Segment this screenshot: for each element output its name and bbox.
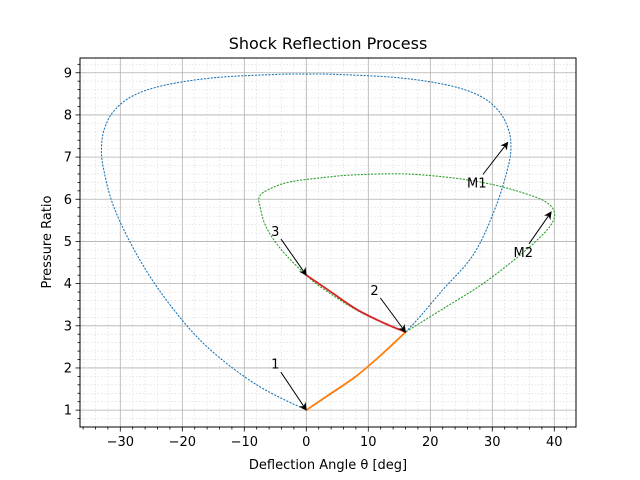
annotation-arrow	[280, 238, 307, 276]
y-tick-label: 1	[64, 404, 72, 419]
y-tick-label: 6	[64, 193, 72, 208]
chart-title: Shock Reflection Process	[229, 34, 428, 53]
x-tick-label: 30	[484, 435, 501, 450]
plot-frame	[79, 57, 577, 428]
annotation-arrow	[528, 211, 552, 245]
x-tick-label: 40	[546, 435, 563, 450]
annotation-arrow	[380, 297, 406, 333]
y-tick-label: 2	[64, 361, 72, 376]
x-axis-label: Deflection Angle θ [deg]	[249, 458, 407, 473]
x-tick-label: −20	[169, 435, 196, 450]
x-tick-label: 0	[302, 435, 310, 450]
annotation-label: M2	[514, 246, 534, 261]
grid	[80, 58, 576, 427]
y-tick-label: 3	[64, 319, 72, 334]
annotation-label: 3	[271, 225, 279, 240]
x-tick-label: 20	[422, 435, 439, 450]
series-reflected-shock	[305, 274, 407, 334]
series-m2-polar	[258, 173, 556, 333]
annotation-label: M1	[467, 176, 487, 191]
y-tick-label: 9	[64, 66, 72, 81]
y-tick-label: 8	[64, 108, 72, 123]
annotation-arrow	[482, 141, 509, 175]
series-m1-polar	[100, 73, 512, 411]
axis-ticks: −30 −20 −10 0 10 20 30 40 1 2 3 4 5 6 7 8 9	[64, 63, 568, 450]
annotation-label: 1	[271, 358, 279, 373]
annotation-arrow	[280, 371, 307, 411]
annotation-label: 2	[370, 284, 378, 299]
x-tick-label: −10	[231, 435, 258, 450]
series-incident-shock	[305, 331, 407, 412]
y-tick-label: 7	[64, 151, 72, 166]
x-tick-label: −30	[107, 435, 134, 450]
annotations: 1 2 3 M1 M2	[271, 141, 552, 411]
y-axis-label: Pressure Ratio	[40, 195, 55, 288]
y-tick-label: 5	[64, 235, 72, 250]
y-tick-label: 4	[64, 277, 72, 292]
x-tick-label: 10	[360, 435, 377, 450]
series-group	[100, 73, 556, 412]
